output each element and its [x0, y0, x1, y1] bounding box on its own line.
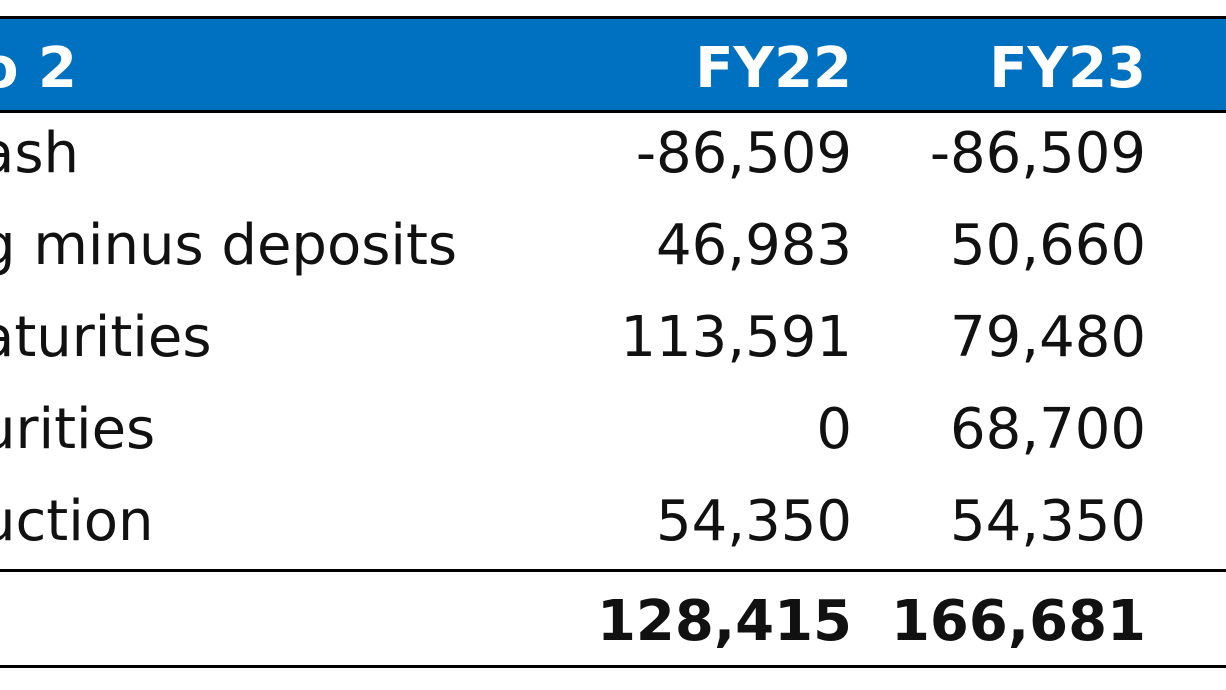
row-label: ash [0, 121, 79, 186]
table-header-row: o 2 FY22 FY23 [0, 19, 1226, 113]
row-label: g minus deposits [0, 213, 458, 278]
header-fy22: FY22 [695, 36, 852, 101]
table-row: aturities 113,591 79,480 [0, 294, 1226, 386]
row-fy23-value: 50,660 [950, 213, 1146, 278]
table-total-row: 128,415 166,681 [0, 569, 1226, 666]
header-fy23: FY23 [989, 36, 1146, 101]
total-fy23-value: 166,681 [890, 589, 1146, 654]
table-row: uction 54,350 54,350 [0, 478, 1226, 570]
table-row: g minus deposits 46,983 50,660 [0, 202, 1226, 294]
row-fy23-value: 79,480 [950, 305, 1146, 370]
row-fy22-value: 113,591 [620, 305, 852, 370]
row-fy22-value: 54,350 [656, 489, 852, 554]
header-label: o 2 [0, 36, 77, 101]
row-label: uction [0, 489, 154, 554]
financial-table: o 2 FY22 FY23 ash -86,509 -86,509 g minu… [0, 16, 1226, 668]
row-fy22-value: 0 [816, 397, 852, 462]
row-fy23-value: 54,350 [950, 489, 1146, 554]
row-fy22-value: -86,509 [635, 121, 852, 186]
row-fy23-value: -86,509 [929, 121, 1146, 186]
table-row: ash -86,509 -86,509 [0, 110, 1226, 202]
row-label: urities [0, 397, 156, 462]
total-fy22-value: 128,415 [596, 589, 852, 654]
row-label: aturities [0, 305, 212, 370]
row-fy22-value: 46,983 [656, 213, 852, 278]
row-fy23-value: 68,700 [950, 397, 1146, 462]
table-row: urities 0 68,700 [0, 386, 1226, 478]
